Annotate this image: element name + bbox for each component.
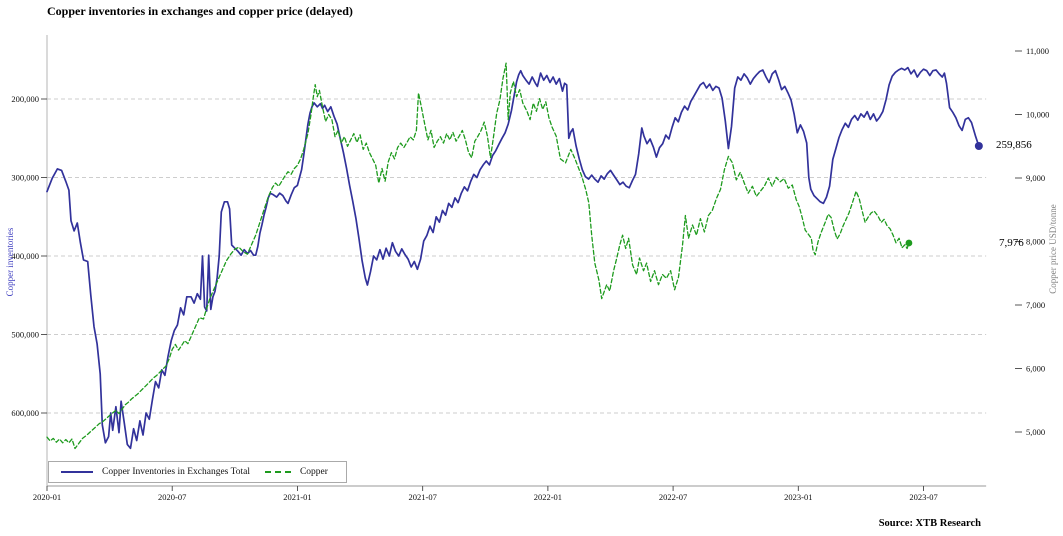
price-last-value-annotation: 7,976 (999, 237, 1024, 250)
chart-title: Copper inventories in exchanges and copp… (47, 4, 353, 18)
left-axis-title: Copper inventories (5, 227, 15, 297)
legend-label-copper: Copper (299, 467, 328, 477)
left-axis-tick-label: 400,000 (11, 251, 39, 261)
right-axis-tick-label: 11,000 (1026, 46, 1049, 56)
copper-end-marker (905, 239, 913, 247)
legend-label-inventories: Copper Inventories in Exchanges Total (102, 467, 250, 477)
right-axis-tick-label: 8,000 (1026, 237, 1045, 247)
left-axis-tick-label: 600,000 (11, 408, 39, 418)
x-axis-tick-label: 2021-07 (408, 492, 436, 502)
x-axis-tick-label: 2020-07 (158, 492, 186, 502)
inventories-end-marker (974, 141, 983, 150)
x-axis-tick-label: 2022-01 (534, 492, 562, 502)
x-axis-tick-label: 2021-01 (283, 492, 311, 502)
right-axis-tick-label: 7,000 (1026, 300, 1045, 310)
right-axis-tick-label: 9,000 (1026, 173, 1045, 183)
right-axis-tick-label: 10,000 (1026, 110, 1049, 120)
legend-swatch-inventories-line (61, 471, 93, 473)
x-axis-tick-label: 2022-07 (659, 492, 687, 502)
right-axis-tick-label: 5,000 (1026, 427, 1045, 437)
source-credit: Source: XTB Research (878, 518, 981, 529)
inventory-last-value-annotation: 259,856 (996, 138, 1032, 151)
x-axis-tick-label: 2023-07 (909, 492, 937, 502)
legend: Copper Inventories in Exchanges Total Co… (48, 461, 347, 483)
left-axis-tick-label: 500,000 (11, 330, 39, 340)
legend-swatch-copper-line (264, 471, 291, 473)
right-axis-tick-label: 6,000 (1026, 364, 1045, 374)
x-axis-tick-label: 2023-01 (784, 492, 812, 502)
left-axis-tick-label: 300,000 (11, 173, 39, 183)
inventories-series-line (46, 66, 980, 450)
left-axis-tick-label: 200,000 (11, 94, 39, 104)
copper-series-line (46, 62, 910, 450)
right-axis-title: Copper price USD/tonne (1048, 204, 1058, 294)
x-axis-tick-label: 2020-01 (33, 492, 61, 502)
